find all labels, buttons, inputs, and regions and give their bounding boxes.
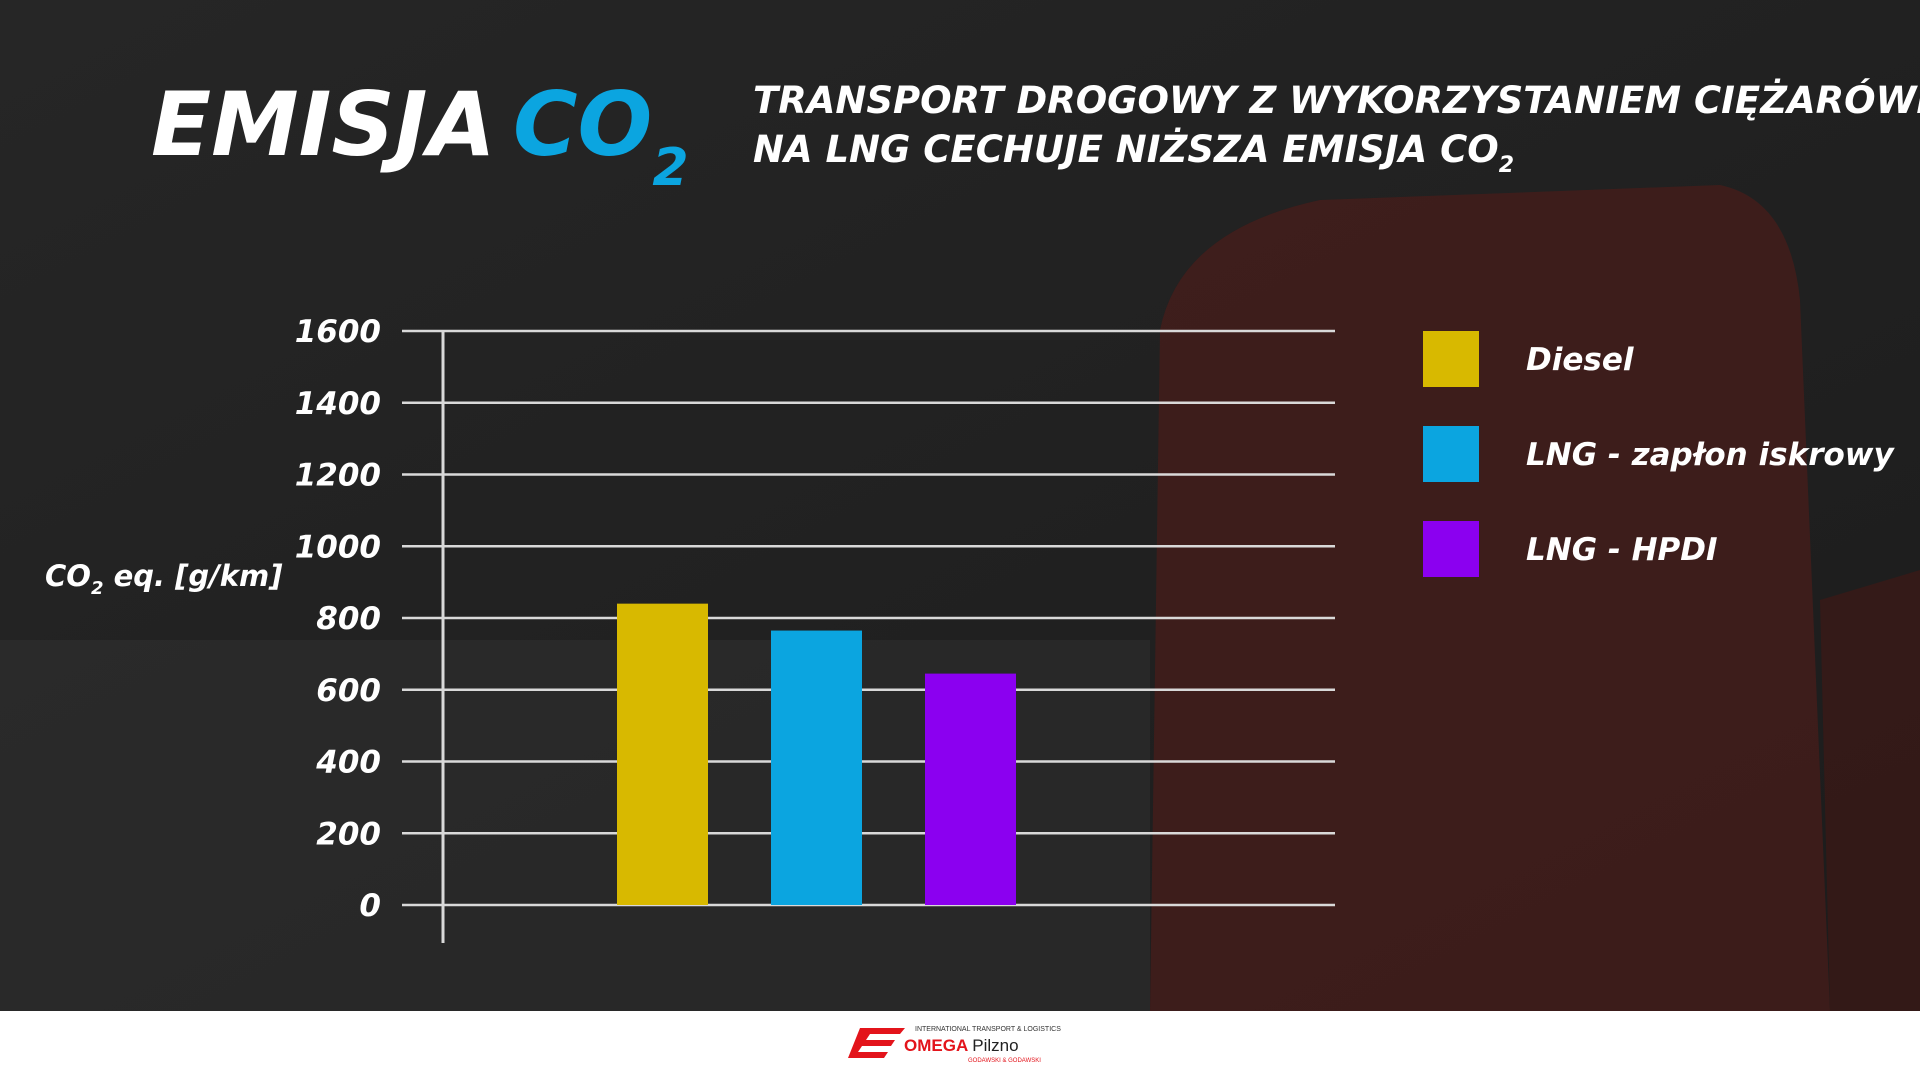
title-sub: 2 [652, 138, 688, 198]
footer-logo: INTERNATIONAL TRANSPORT & LOGISTICS OMEG… [848, 1026, 1061, 1064]
footer-bar [0, 1011, 1920, 1080]
legend-label: LNG - HPDI [1526, 532, 1718, 568]
y-label-main: CO [45, 559, 91, 593]
legend-swatch [1423, 521, 1479, 577]
y-tick-label: 200 [316, 816, 381, 852]
title-accent: CO [513, 73, 652, 176]
y-tick-label: 600 [316, 673, 381, 709]
y-label-rest: eq. [g/km] [103, 559, 282, 593]
logo-mark [848, 1028, 905, 1058]
truck-shape [1820, 570, 1920, 1011]
logo-brand-name: OMEGA [904, 1036, 968, 1055]
legend-swatch [1423, 426, 1479, 482]
y-label-sub: 2 [91, 578, 104, 599]
legend-label: LNG - zapłon iskrowy [1526, 437, 1895, 473]
y-tick-label: 1600 [295, 314, 381, 350]
bar [925, 673, 1016, 905]
subtitle-line: NA LNG CECHUJE NIŻSZA EMISJA CO2 [753, 127, 1514, 178]
plot: 0 200 400 600 800 1000 1200 1400 1600 Diesel LNG -… [295, 314, 1896, 924]
truck-shape [1150, 185, 1830, 1011]
bar [617, 603, 708, 905]
y-tick-label: 0 [359, 888, 381, 924]
legend-label: Diesel [1526, 342, 1634, 378]
legend-swatch [1423, 331, 1479, 387]
subtitle-line: TRANSPORT DROGOWY Z WYKORZYSTANIEM CIĘŻA… [753, 78, 1920, 122]
logo-owners: GODAWSKI & GODAWSKI [968, 1058, 1041, 1064]
y-tick-label: 1200 [295, 458, 381, 494]
logo-city: Pilzno [972, 1036, 1018, 1055]
title-main: EMISJA [151, 73, 493, 176]
y-tick-label: 1000 [295, 529, 381, 565]
title: EMISJA CO2 [151, 73, 689, 198]
y-tick-label: 1400 [295, 386, 381, 422]
bar [771, 630, 862, 905]
y-tick-label: 400 [315, 745, 381, 781]
logo-tagline: INTERNATIONAL TRANSPORT & LOGISTICS [915, 1026, 1061, 1033]
logo-brand: OMEGA Pilzno [904, 1036, 1019, 1055]
subtitle-text: NA LNG CECHUJE NIŻSZA EMISJA CO [753, 127, 1499, 171]
subtitle-sub: 2 [1499, 153, 1514, 178]
y-tick-label: 800 [316, 601, 381, 637]
y-axis-label: CO2 eq. [g/km] [45, 559, 282, 599]
